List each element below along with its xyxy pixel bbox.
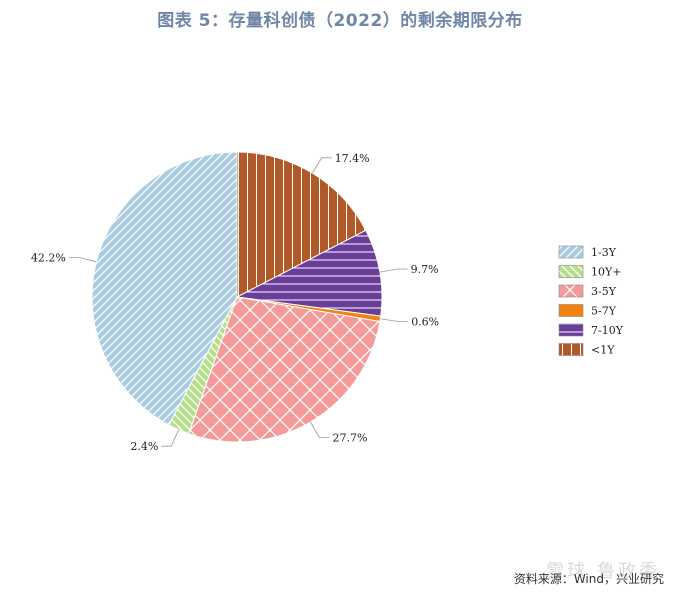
data-label-7-10y: 9.7% [411, 263, 439, 276]
watermark: 雪球 鲁政委 [546, 561, 660, 582]
data-label-10yplus: 2.4% [130, 440, 158, 453]
legend-swatch-7-10y [558, 323, 584, 337]
legend-swatch-5-7y [558, 304, 584, 317]
data-label-1-3y: 42.2% [31, 252, 66, 265]
legend-swatch-10yplus [558, 265, 584, 278]
legend-label-10yplus: 10Y+ [591, 266, 621, 279]
leader-line-10yplus [161, 429, 179, 447]
data-label-3-5y: 27.7% [333, 432, 368, 445]
slice-7-10y [235, 229, 383, 317]
leader-line-3-5y [310, 421, 330, 439]
legend-label-5-7y: 5-7Y [591, 305, 617, 318]
legend-label-1-3y: 1-3Y [591, 246, 617, 259]
legend-swatch-lt-1y [558, 343, 584, 356]
legend-label-3-5y: 3-5Y [591, 285, 617, 298]
legend-swatch-1-3y [558, 245, 584, 259]
legend: 1-3Y 10Y+ 3-5Y 5-7Y 7-10Y <1Y [558, 245, 624, 357]
data-label-5-7y: 0.6% [411, 316, 439, 329]
data-label-lt-1y: 17.4% [335, 152, 370, 165]
legend-label-7-10y: 7-10Y [591, 324, 624, 337]
source-note: 资料来源：Wind，兴业研究 [513, 572, 664, 586]
slice-lt-1y [236, 151, 367, 298]
leader-line-1-3y [68, 257, 97, 263]
leader-line-5-7y [380, 318, 409, 322]
leader-line-lt-1y [312, 157, 332, 174]
slice-1-3y [91, 151, 238, 426]
legend-label-lt-1y: <1Y [591, 344, 615, 357]
legend-swatch-3-5y [558, 284, 584, 298]
leader-line-7-10y [379, 268, 408, 273]
chart-title: 图表 5：存量科创债（2022）的剩余期限分布 [157, 11, 523, 31]
